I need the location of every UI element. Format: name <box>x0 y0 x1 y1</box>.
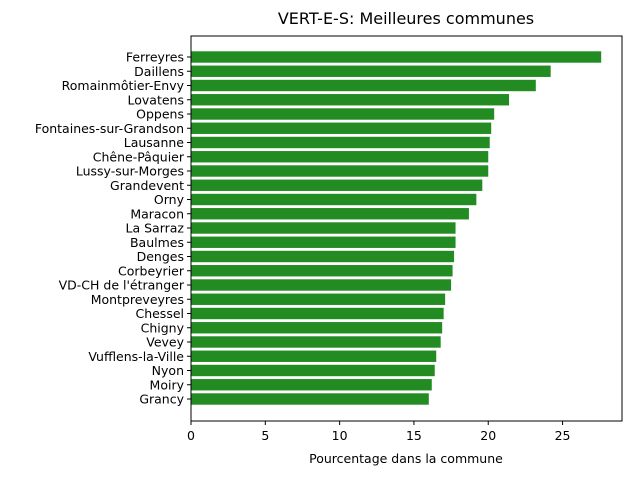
x-tick-label: 25 <box>555 428 571 443</box>
category-label: Lovatens <box>128 92 184 107</box>
x-tick-label: 5 <box>261 428 269 443</box>
category-label: VD-CH de l'étranger <box>59 278 185 293</box>
category-label: Grancy <box>139 392 184 407</box>
category-label: La Sarraz <box>126 221 185 236</box>
bar <box>191 350 437 362</box>
plot-frame <box>190 35 623 422</box>
bar <box>191 208 469 220</box>
bar <box>191 151 489 163</box>
category-label: Moiry <box>150 377 185 392</box>
bar <box>191 65 551 77</box>
category-label: Lausanne <box>124 135 185 150</box>
category-label: Vevey <box>146 335 184 350</box>
category-labels: FerreyresDaillensRomainmôtier-EnvyLovate… <box>35 50 191 407</box>
bar <box>191 179 483 191</box>
x-tick-label: 15 <box>406 428 422 443</box>
bar <box>191 79 536 92</box>
bar <box>191 250 455 263</box>
bar <box>191 322 443 334</box>
bar <box>191 108 495 120</box>
category-label: Fontaines-sur-Grandson <box>35 121 184 136</box>
x-tick-label: 0 <box>187 428 195 443</box>
bar <box>191 165 489 177</box>
category-label: Lussy-sur-Morges <box>76 164 184 179</box>
category-label: Corbeyrier <box>118 263 185 278</box>
bar <box>191 222 456 234</box>
category-label: Chessel <box>135 306 184 321</box>
x-axis-ticks: 0 5 10 15 20 25 <box>187 421 571 443</box>
bar <box>191 51 602 63</box>
bar <box>191 122 492 134</box>
category-label: Romainmôtier-Envy <box>62 78 185 93</box>
category-label: Denges <box>137 249 184 264</box>
bar <box>191 307 444 320</box>
bar <box>191 265 453 277</box>
category-label: Baulmes <box>130 235 184 250</box>
bar <box>191 193 477 206</box>
bars-group <box>191 51 602 405</box>
category-label: Maracon <box>130 206 184 221</box>
x-axis-label: Pourcentage dans la commune <box>309 451 503 466</box>
category-label: Nyon <box>152 363 184 378</box>
category-label: Orny <box>154 192 185 207</box>
x-tick-label: 20 <box>480 428 496 443</box>
category-label: Grandevent <box>110 178 184 193</box>
bar <box>191 364 435 377</box>
category-label: Oppens <box>136 107 184 122</box>
bar <box>191 136 490 149</box>
bar <box>191 236 456 248</box>
x-tick-label: 10 <box>332 428 348 443</box>
bar <box>191 94 510 106</box>
bar <box>191 393 429 405</box>
category-label: Ferreyres <box>126 50 184 65</box>
category-label: Daillens <box>134 64 184 79</box>
bar <box>191 379 432 391</box>
bar <box>191 279 452 291</box>
bar <box>191 293 446 305</box>
category-label: Montpreveyres <box>91 292 184 307</box>
bar <box>191 336 441 348</box>
category-label: Chigny <box>141 320 185 335</box>
chart-title: VERT-E-S: Meilleures communes <box>278 9 534 28</box>
category-label: Vufflens-la-Ville <box>88 349 184 364</box>
category-label: Chêne-Pâquier <box>93 149 185 164</box>
